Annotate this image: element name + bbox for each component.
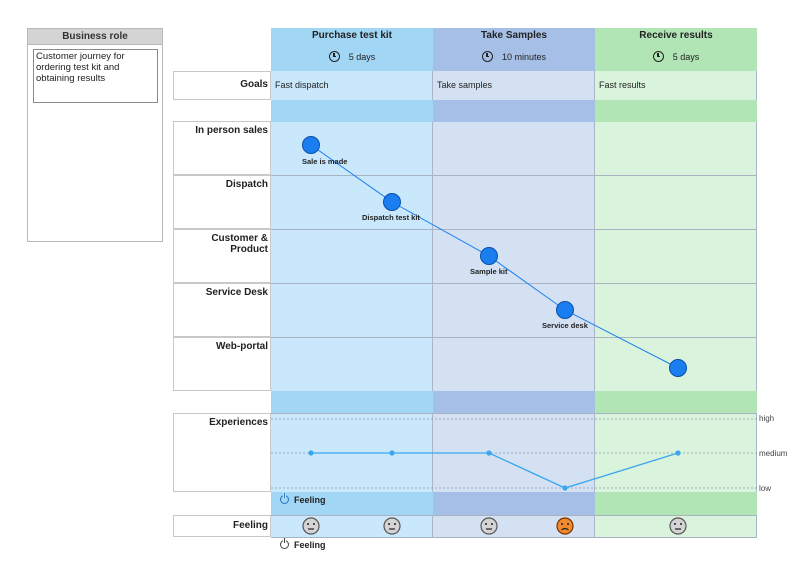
goal-cell-results[interactable]: Fast results: [599, 80, 646, 90]
duration-text: 5 days: [348, 52, 376, 62]
neutral-face-icon[interactable]: [480, 517, 498, 540]
experience-level-high: high: [759, 414, 775, 423]
clock-icon: [328, 51, 340, 62]
phase-band: [433, 391, 595, 413]
row-label-service-desk: Service Desk: [173, 283, 271, 337]
touchpoint-label: Dispatch test kit: [362, 213, 420, 222]
lane-divider: [271, 337, 757, 338]
business-role-description[interactable]: Customer journey for ordering test kit a…: [33, 49, 158, 103]
goal-cell-samples[interactable]: Take samples: [437, 80, 493, 90]
experience-point[interactable]: [562, 485, 568, 491]
experience-level-low: low: [759, 484, 772, 493]
row-label-web-portal: Web-portal: [173, 337, 271, 391]
feeling-toggle-off[interactable]: Feeling: [280, 538, 326, 550]
touchpoint-label: Service desk: [542, 321, 588, 330]
lane-divider: [271, 283, 757, 284]
phase-band: [271, 391, 433, 413]
clock-icon: [481, 51, 493, 62]
lane-divider: [271, 229, 757, 230]
phase-band: [595, 492, 757, 515]
row-label-goals: Goals: [173, 71, 271, 100]
experience-line: [311, 452, 679, 489]
duration-text: 5 days: [672, 52, 700, 62]
row-label-experiences: Experiences: [173, 413, 271, 492]
row-label-feeling: Feeling: [173, 515, 271, 537]
phase-duration-results: 5 days: [595, 44, 757, 71]
phase-band: [271, 100, 433, 122]
touchpoint-node[interactable]: [383, 193, 401, 211]
power-icon: [280, 493, 289, 504]
lane-divider: [271, 515, 757, 516]
phase-band: [433, 100, 595, 122]
phase-header-samples[interactable]: Take Samples: [433, 28, 595, 44]
touchpoint-nodes: [302, 136, 687, 377]
phase-band: [595, 100, 757, 122]
row-label-in-person-sales: In person sales: [173, 121, 271, 175]
feeling-toggle-on[interactable]: Feeling: [280, 493, 326, 505]
business-role-header: Business role: [28, 29, 162, 45]
feeling-toggle-label: Feeling: [294, 540, 326, 550]
lane-divider: [271, 413, 757, 414]
phase-header-purchase[interactable]: Purchase test kit: [271, 28, 433, 44]
phase-band: [433, 492, 595, 515]
experience-point[interactable]: [486, 450, 492, 456]
clock-icon: [652, 51, 664, 62]
phase-band: [595, 391, 757, 413]
phase-duration-purchase: 5 days: [271, 44, 433, 71]
power-icon: [280, 538, 289, 549]
phase-duration-samples: 10 minutes: [433, 44, 595, 71]
experience-points: [308, 450, 681, 491]
neutral-face-icon[interactable]: [669, 517, 687, 540]
lane-divider: [271, 537, 757, 538]
business-role-panel: Business role Customer journey for order…: [27, 28, 163, 242]
goal-cell-purchase[interactable]: Fast dispatch: [275, 80, 329, 90]
lane-divider: [271, 175, 757, 176]
touchpoint-node[interactable]: [669, 359, 687, 377]
sad-face-icon[interactable]: [556, 517, 574, 540]
row-label-dispatch: Dispatch: [173, 175, 271, 229]
neutral-face-icon[interactable]: [383, 517, 401, 540]
experience-point[interactable]: [308, 450, 314, 456]
experience-level-medium: medium: [759, 449, 788, 458]
duration-text: 10 minutes: [501, 52, 547, 62]
phase-header-results[interactable]: Receive results: [595, 28, 757, 44]
touchpoint-node[interactable]: [302, 136, 320, 154]
touchpoint-label: Sample kit: [470, 267, 508, 276]
touchpoint-node[interactable]: [480, 247, 498, 265]
phase-band: [271, 492, 433, 515]
touchpoint-node[interactable]: [556, 301, 574, 319]
touchpoint-label: Sale is made: [302, 157, 348, 166]
experience-point[interactable]: [675, 450, 681, 456]
neutral-face-icon[interactable]: [302, 517, 320, 540]
row-label-customer-product: Customer & Product: [173, 229, 271, 283]
experience-point[interactable]: [389, 450, 395, 456]
feeling-toggle-label: Feeling: [294, 495, 326, 505]
